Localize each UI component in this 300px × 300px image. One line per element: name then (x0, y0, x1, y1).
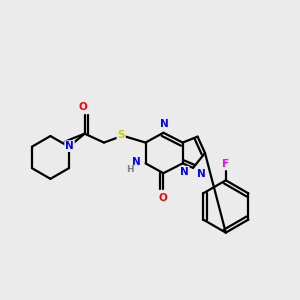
Text: S: S (117, 130, 125, 140)
Text: N: N (197, 169, 206, 179)
Text: H: H (126, 165, 134, 174)
Text: N: N (132, 157, 140, 166)
Text: N: N (180, 167, 189, 177)
Text: F: F (222, 159, 230, 169)
Text: O: O (79, 102, 88, 112)
Text: N: N (65, 141, 74, 151)
Text: N: N (160, 119, 169, 129)
Text: O: O (159, 193, 168, 202)
